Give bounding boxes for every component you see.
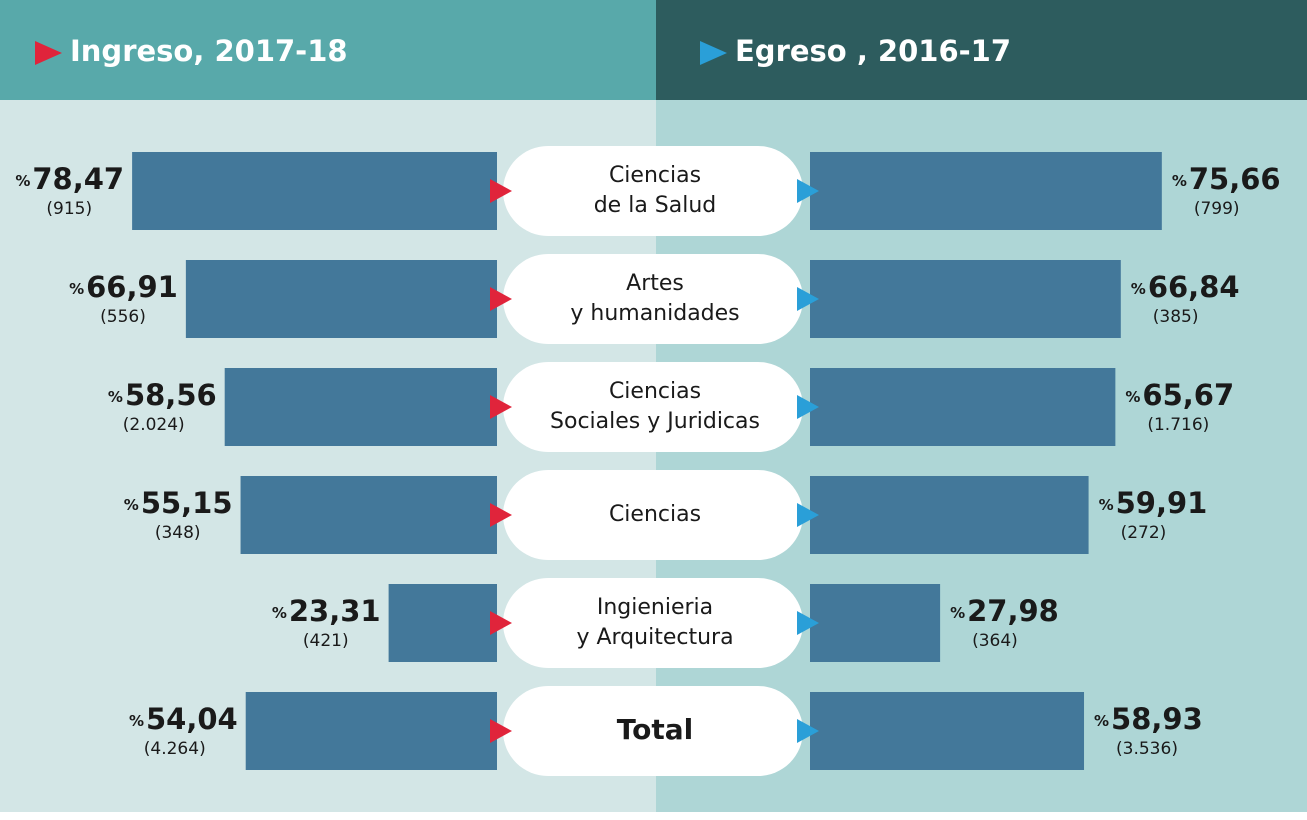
marker [797,287,819,311]
category-label: Total [617,713,694,746]
unit-label: % [950,604,965,622]
unit-label: % [1094,712,1109,730]
marker [490,287,512,311]
category-pill [503,146,803,236]
value-number: 27,98 [967,594,1059,628]
marker [490,611,512,635]
bar [185,260,497,338]
unit-label: % [69,280,84,298]
legend-marker [700,41,727,65]
marker [490,395,512,419]
value-number: 65,67 [1142,378,1234,412]
category-label: Artes [626,271,684,296]
bar [224,368,498,446]
category-label: Ciencias [609,163,701,188]
value-label: %27,98 [950,594,1059,628]
value-number: 59,91 [1116,486,1208,520]
unit-label: % [272,604,287,622]
value-label: %55,15 [124,486,233,520]
unit-label: % [1125,388,1140,406]
marker [490,179,512,203]
value-number: 55,15 [141,486,233,520]
value-number: 58,56 [125,378,217,412]
header-left [0,0,656,100]
category-pill [503,362,803,452]
count-label: (556) [100,307,146,327]
marker [797,179,819,203]
count-label: (799) [1194,199,1240,219]
bar [810,584,941,662]
marker [797,611,819,635]
category-label: Ciencias [609,379,701,404]
value-label: %78,47 [15,162,124,196]
value-number: 58,93 [1111,702,1203,736]
value-number: 23,31 [289,594,381,628]
unit-label: % [129,712,144,730]
category-pill [503,686,803,776]
marker [490,503,512,527]
category-label: Sociales y Juridicas [550,409,760,434]
count-label: (3.536) [1116,739,1178,759]
unit-label: % [1099,496,1114,514]
bar [388,584,497,662]
unit-label: % [1131,280,1146,298]
value-number: 66,84 [1148,270,1240,304]
count-label: (2.024) [123,415,185,435]
value-number: 78,47 [32,162,124,196]
category-label: Ciencias [609,502,701,527]
bar [810,260,1121,338]
marker [490,719,512,743]
category-label: y humanidades [570,301,739,326]
value-label: %54,04 [129,702,238,736]
value-label: %58,56 [108,378,217,412]
marker [797,503,819,527]
value-number: 54,04 [146,702,238,736]
legend-entry: Ingreso, 2017-18 [70,34,348,68]
count-label: (385) [1153,307,1199,327]
value-label: %66,91 [69,270,178,304]
unit-label: % [15,172,30,190]
marker [797,395,819,419]
unit-label: % [1172,172,1187,190]
value-label: %66,84 [1131,270,1240,304]
legend-marker [35,41,62,65]
count-label: (4.264) [144,739,206,759]
bar [810,476,1089,554]
bar [245,692,497,770]
category-label: de la Salud [594,193,717,218]
count-label: (272) [1121,523,1167,543]
bar [810,692,1085,770]
category-pill [503,470,803,560]
category-label: y Arquitectura [576,625,733,650]
count-label: (421) [303,631,349,651]
legend-entry: Egreso , 2016-17 [735,34,1011,68]
value-label: %58,93 [1094,702,1203,736]
marker [797,719,819,743]
count-label: (1.716) [1147,415,1209,435]
value-label: %75,66 [1172,162,1281,196]
header-right [656,0,1307,100]
value-label: %23,31 [272,594,381,628]
category-label: Ingienieria [597,595,713,620]
unit-label: % [124,496,139,514]
category-pill [503,254,803,344]
bar [132,152,497,230]
count-label: (348) [155,523,201,543]
count-label: (364) [972,631,1018,651]
bar [240,476,498,554]
category-pill [503,578,803,668]
value-number: 75,66 [1189,162,1281,196]
unit-label: % [108,388,123,406]
value-label: %65,67 [1125,378,1234,412]
count-label: (915) [46,199,92,219]
value-number: 66,91 [86,270,178,304]
bar [810,368,1116,446]
bar [810,152,1162,230]
value-label: %59,91 [1099,486,1208,520]
